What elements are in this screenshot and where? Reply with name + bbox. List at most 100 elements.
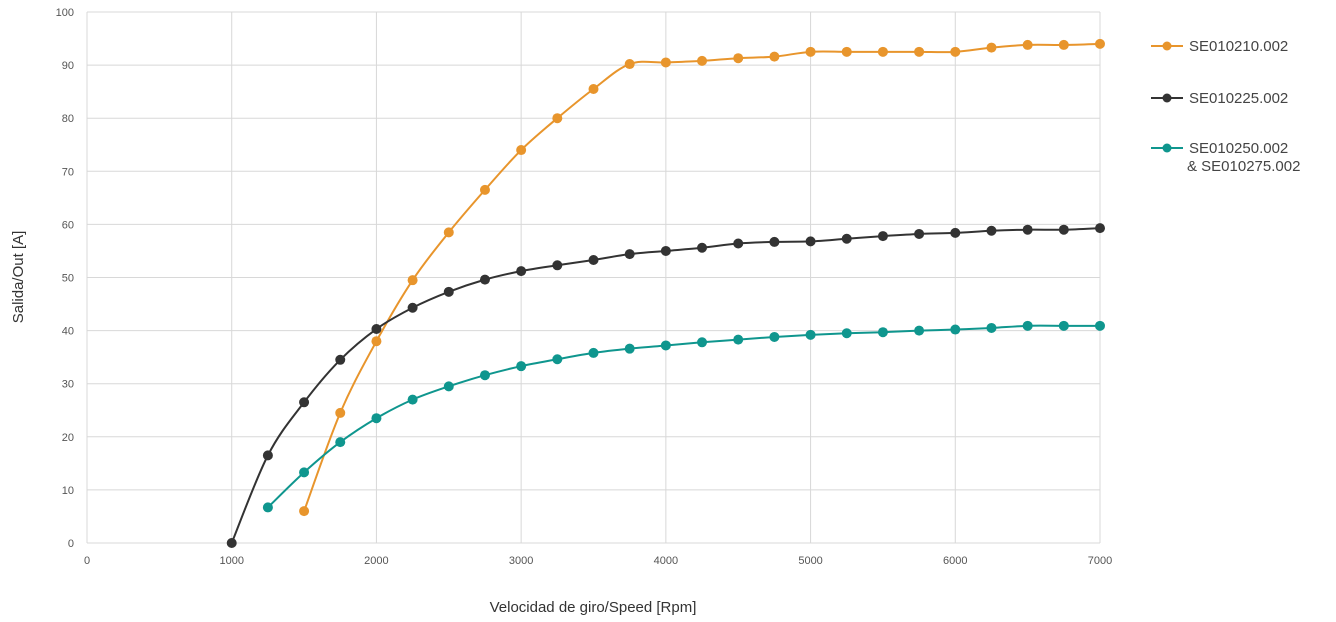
x-tick-label: 7000	[1088, 555, 1112, 567]
data-point	[588, 83, 599, 94]
data-point	[299, 397, 310, 408]
data-point	[841, 328, 852, 339]
y-tick-label: 100	[56, 7, 74, 19]
data-point	[1058, 39, 1069, 50]
x-tick-label: 4000	[654, 555, 678, 567]
data-point	[733, 53, 744, 64]
data-point	[443, 381, 454, 392]
data-point	[950, 324, 961, 335]
data-point	[1095, 320, 1105, 331]
series-2	[226, 223, 1105, 548]
data-point	[1022, 320, 1033, 331]
series-line	[267, 324, 1100, 509]
legend-swatch-marker	[1162, 93, 1172, 103]
data-point	[371, 336, 382, 347]
y-tick-label: 90	[62, 60, 74, 72]
data-point	[986, 322, 997, 333]
legend: SE010210.002 SE010225.002 SE010250.002& SE…	[1151, 38, 1300, 175]
x-tick-label: 2000	[364, 555, 388, 567]
data-point	[769, 236, 780, 247]
data-point	[624, 343, 635, 354]
legend-item-3: SE010250.002& SE010275.002	[1151, 140, 1300, 175]
data-point	[588, 347, 599, 358]
data-point	[1022, 224, 1033, 235]
data-point	[299, 506, 310, 517]
data-point	[299, 467, 310, 478]
data-point	[950, 227, 961, 238]
data-point	[914, 325, 925, 336]
tick-labels: 0 1000 2000 3000 4000 5000 6000 7000 0 10 20 30 40 50…	[56, 7, 1113, 567]
data-point	[697, 337, 708, 348]
x-tick-label: 0	[84, 555, 90, 567]
y-axis-label: Salida/Out [A]	[10, 231, 27, 324]
series	[226, 38, 1105, 548]
data-point	[407, 394, 418, 405]
y-tick-label: 80	[62, 113, 74, 125]
data-point	[1058, 320, 1069, 331]
data-point	[660, 340, 671, 351]
y-tick-label: 70	[62, 166, 74, 178]
data-point	[697, 55, 708, 66]
data-point	[588, 254, 599, 265]
data-point	[697, 242, 708, 253]
data-point	[1095, 38, 1105, 49]
y-tick-label: 60	[62, 219, 74, 231]
data-point	[841, 46, 852, 57]
data-point	[877, 231, 888, 242]
data-point	[1058, 224, 1069, 235]
data-point	[552, 113, 563, 124]
data-point	[479, 274, 490, 285]
y-tick-label: 30	[62, 379, 74, 391]
data-point	[371, 324, 382, 335]
data-point	[479, 184, 490, 195]
series-1	[299, 38, 1105, 517]
data-point	[660, 245, 671, 256]
data-point	[443, 227, 454, 238]
y-tick-label: 50	[62, 273, 74, 285]
data-point	[624, 59, 635, 70]
data-point	[986, 42, 997, 53]
series-3	[262, 320, 1105, 513]
data-point	[805, 236, 816, 247]
data-point	[950, 46, 961, 57]
legend-item-1: SE010210.002	[1151, 38, 1288, 55]
data-point	[769, 51, 780, 62]
legend-label: SE010250.002	[1189, 140, 1288, 157]
data-point	[877, 46, 888, 57]
data-point	[516, 145, 527, 156]
data-point	[805, 46, 816, 57]
data-point	[516, 266, 527, 277]
legend-label: SE010225.002	[1189, 90, 1288, 107]
data-point	[986, 225, 997, 236]
data-point	[407, 302, 418, 313]
data-point	[226, 538, 237, 548]
data-point	[1095, 223, 1105, 234]
data-point	[479, 370, 490, 381]
y-tick-label: 40	[62, 326, 74, 338]
data-point	[1022, 39, 1033, 50]
y-tick-label: 10	[62, 485, 74, 497]
x-tick-label: 6000	[943, 555, 967, 567]
data-point	[733, 334, 744, 345]
data-point	[335, 437, 346, 448]
legend-label-line2: & SE010275.002	[1187, 158, 1300, 175]
data-point	[335, 354, 346, 365]
x-tick-label: 3000	[509, 555, 533, 567]
legend-label: SE010210.002	[1189, 38, 1288, 55]
data-point	[733, 238, 744, 249]
data-point	[769, 331, 780, 342]
data-point	[805, 329, 816, 340]
data-point	[624, 249, 635, 260]
x-tick-label: 5000	[798, 555, 822, 567]
data-point	[262, 502, 273, 513]
series-line	[303, 42, 1101, 512]
data-point	[335, 407, 346, 418]
data-point	[914, 46, 925, 57]
data-point	[262, 450, 273, 461]
data-point	[914, 228, 925, 239]
y-tick-label: 0	[68, 538, 74, 550]
data-point	[371, 413, 382, 424]
x-axis-label: Velocidad de giro/Speed [Rpm]	[490, 599, 697, 616]
data-point	[407, 275, 418, 286]
